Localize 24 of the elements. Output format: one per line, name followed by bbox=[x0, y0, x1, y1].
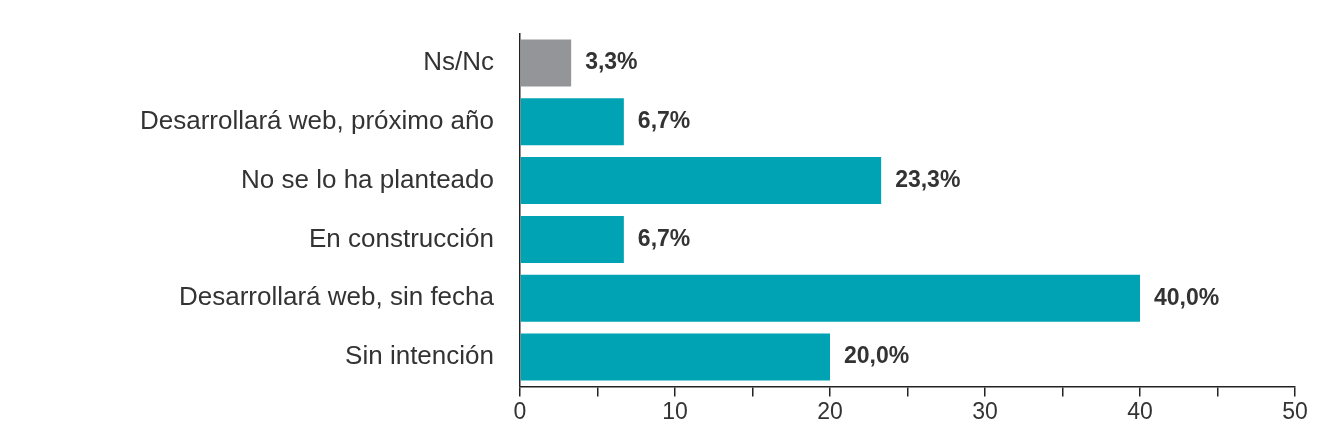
bar bbox=[520, 98, 624, 146]
bar bbox=[520, 215, 624, 263]
x-tick-label: 50 bbox=[1282, 397, 1308, 424]
y-tick-label: Desarrollará web, próximo año bbox=[139, 104, 494, 135]
y-tick-label: Sin intención bbox=[345, 340, 494, 371]
bar bbox=[520, 333, 830, 381]
y-tick-label: Ns/Nc bbox=[423, 46, 494, 77]
data-label: 40,0% bbox=[1154, 283, 1220, 310]
y-tick-label: En construcción bbox=[309, 222, 494, 253]
data-label: 3,3% bbox=[585, 48, 638, 75]
data-label: 6,7% bbox=[637, 224, 691, 251]
x-tick-label: 30 bbox=[972, 397, 998, 424]
data-label: 6,7% bbox=[637, 107, 691, 134]
data-label: 20,0% bbox=[844, 342, 910, 369]
y-tick-label: No se lo ha planteado bbox=[241, 163, 494, 194]
y-tick-label: Desarrollará web, sin fecha bbox=[178, 281, 495, 312]
x-tick-label: 20 bbox=[817, 397, 843, 424]
x-tick-label: 0 bbox=[513, 397, 527, 424]
bar bbox=[520, 274, 1140, 322]
x-tick-label: 10 bbox=[662, 397, 688, 424]
x-tick-label: 40 bbox=[1127, 397, 1153, 424]
bar bbox=[520, 39, 572, 87]
bar bbox=[520, 157, 882, 205]
data-label: 23,3% bbox=[895, 165, 961, 192]
